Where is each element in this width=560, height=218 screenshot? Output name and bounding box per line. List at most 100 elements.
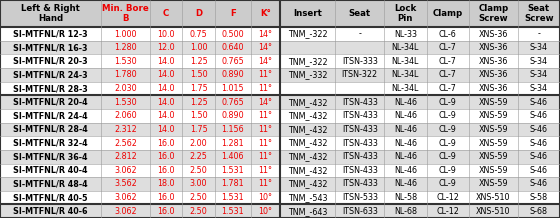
Text: ITSN-433: ITSN-433: [342, 98, 377, 107]
Bar: [215, 0, 251, 27]
Text: SI-MTFNL/R 40-5: SI-MTFNL/R 40-5: [13, 193, 88, 202]
Text: XNS-36: XNS-36: [479, 43, 508, 52]
Text: TNM_-432: TNM_-432: [288, 111, 328, 120]
Bar: [384, 82, 427, 95]
Bar: [517, 123, 560, 136]
Text: NL-68: NL-68: [394, 207, 417, 216]
Bar: [0, 0, 101, 27]
Bar: [517, 41, 560, 54]
Text: CL-9: CL-9: [438, 111, 456, 120]
Bar: [215, 68, 251, 82]
Bar: [469, 68, 517, 82]
Text: XNS-36: XNS-36: [479, 30, 508, 39]
Bar: [101, 54, 150, 68]
Bar: [517, 27, 560, 41]
Text: 11°: 11°: [258, 111, 272, 120]
Text: XNS-59: XNS-59: [478, 166, 508, 175]
Text: TNM_-432: TNM_-432: [288, 152, 328, 161]
Bar: [183, 27, 215, 41]
Text: 0.640: 0.640: [222, 43, 244, 52]
Text: TNM_-432: TNM_-432: [288, 166, 328, 175]
Bar: [280, 82, 335, 95]
Bar: [469, 82, 517, 95]
Text: 11°: 11°: [258, 139, 272, 148]
Text: CL-7: CL-7: [438, 84, 456, 93]
Text: TNM_-432: TNM_-432: [288, 179, 328, 188]
Bar: [150, 164, 183, 177]
Text: 1.406: 1.406: [222, 152, 244, 161]
Text: NL-33: NL-33: [394, 30, 417, 39]
Text: 0.75: 0.75: [190, 30, 207, 39]
Text: S-46: S-46: [530, 125, 548, 134]
Bar: [335, 109, 384, 123]
Text: SI-MTFNL/R 20-3: SI-MTFNL/R 20-3: [13, 57, 88, 66]
Text: ITSN-433: ITSN-433: [342, 125, 377, 134]
Bar: [469, 150, 517, 164]
Bar: [280, 109, 335, 123]
Bar: [427, 68, 469, 82]
Bar: [183, 150, 215, 164]
Text: CL-9: CL-9: [438, 166, 456, 175]
Bar: [150, 191, 183, 204]
Bar: [215, 109, 251, 123]
Bar: [101, 95, 150, 109]
Bar: [251, 95, 280, 109]
Text: Min. Bore
B: Min. Bore B: [102, 4, 149, 23]
Text: 14°: 14°: [258, 30, 272, 39]
Text: S-46: S-46: [530, 139, 548, 148]
Bar: [0, 27, 101, 41]
Bar: [251, 54, 280, 68]
Bar: [0, 82, 101, 95]
Bar: [280, 164, 335, 177]
Text: S-46: S-46: [530, 166, 548, 175]
Text: 1.75: 1.75: [190, 125, 207, 134]
Bar: [101, 109, 150, 123]
Text: 2.562: 2.562: [114, 139, 137, 148]
Text: 1.281: 1.281: [221, 139, 244, 148]
Bar: [469, 204, 517, 218]
Text: S-46: S-46: [530, 179, 548, 188]
Text: NL-34L: NL-34L: [391, 43, 419, 52]
Text: S-46: S-46: [530, 152, 548, 161]
Bar: [101, 136, 150, 150]
Text: 3.562: 3.562: [114, 179, 137, 188]
Bar: [101, 82, 150, 95]
Text: 10°: 10°: [258, 207, 272, 216]
Bar: [251, 109, 280, 123]
Text: 11°: 11°: [258, 179, 272, 188]
Text: 1.531: 1.531: [221, 166, 244, 175]
Text: -: -: [358, 30, 361, 39]
Bar: [0, 177, 101, 191]
Bar: [215, 95, 251, 109]
Bar: [150, 68, 183, 82]
Bar: [0, 109, 101, 123]
Bar: [101, 204, 150, 218]
Text: NL-46: NL-46: [394, 152, 417, 161]
Text: ITSN-433: ITSN-433: [342, 111, 377, 120]
Text: TNM_-643: TNM_-643: [288, 207, 328, 216]
Text: ITSN-633: ITSN-633: [342, 207, 377, 216]
Text: C: C: [163, 9, 169, 18]
Text: 1.531: 1.531: [221, 207, 244, 216]
Text: XNS-36: XNS-36: [479, 57, 508, 66]
Text: NL-58: NL-58: [394, 193, 417, 202]
Text: CL-9: CL-9: [438, 179, 456, 188]
Bar: [517, 164, 560, 177]
Text: XNS-59: XNS-59: [478, 152, 508, 161]
Bar: [251, 0, 280, 27]
Bar: [101, 191, 150, 204]
Bar: [251, 27, 280, 41]
Text: 1.530: 1.530: [114, 57, 137, 66]
Text: 0.890: 0.890: [221, 111, 244, 120]
Bar: [427, 164, 469, 177]
Bar: [183, 54, 215, 68]
Bar: [215, 177, 251, 191]
Text: 3.062: 3.062: [114, 166, 137, 175]
Bar: [215, 150, 251, 164]
Text: SI-MTFNL/R 28-4: SI-MTFNL/R 28-4: [13, 125, 88, 134]
Text: S-34: S-34: [530, 43, 548, 52]
Text: 2.00: 2.00: [190, 139, 207, 148]
Text: CL-9: CL-9: [438, 139, 456, 148]
Text: TNM_-332: TNM_-332: [288, 70, 328, 79]
Bar: [150, 54, 183, 68]
